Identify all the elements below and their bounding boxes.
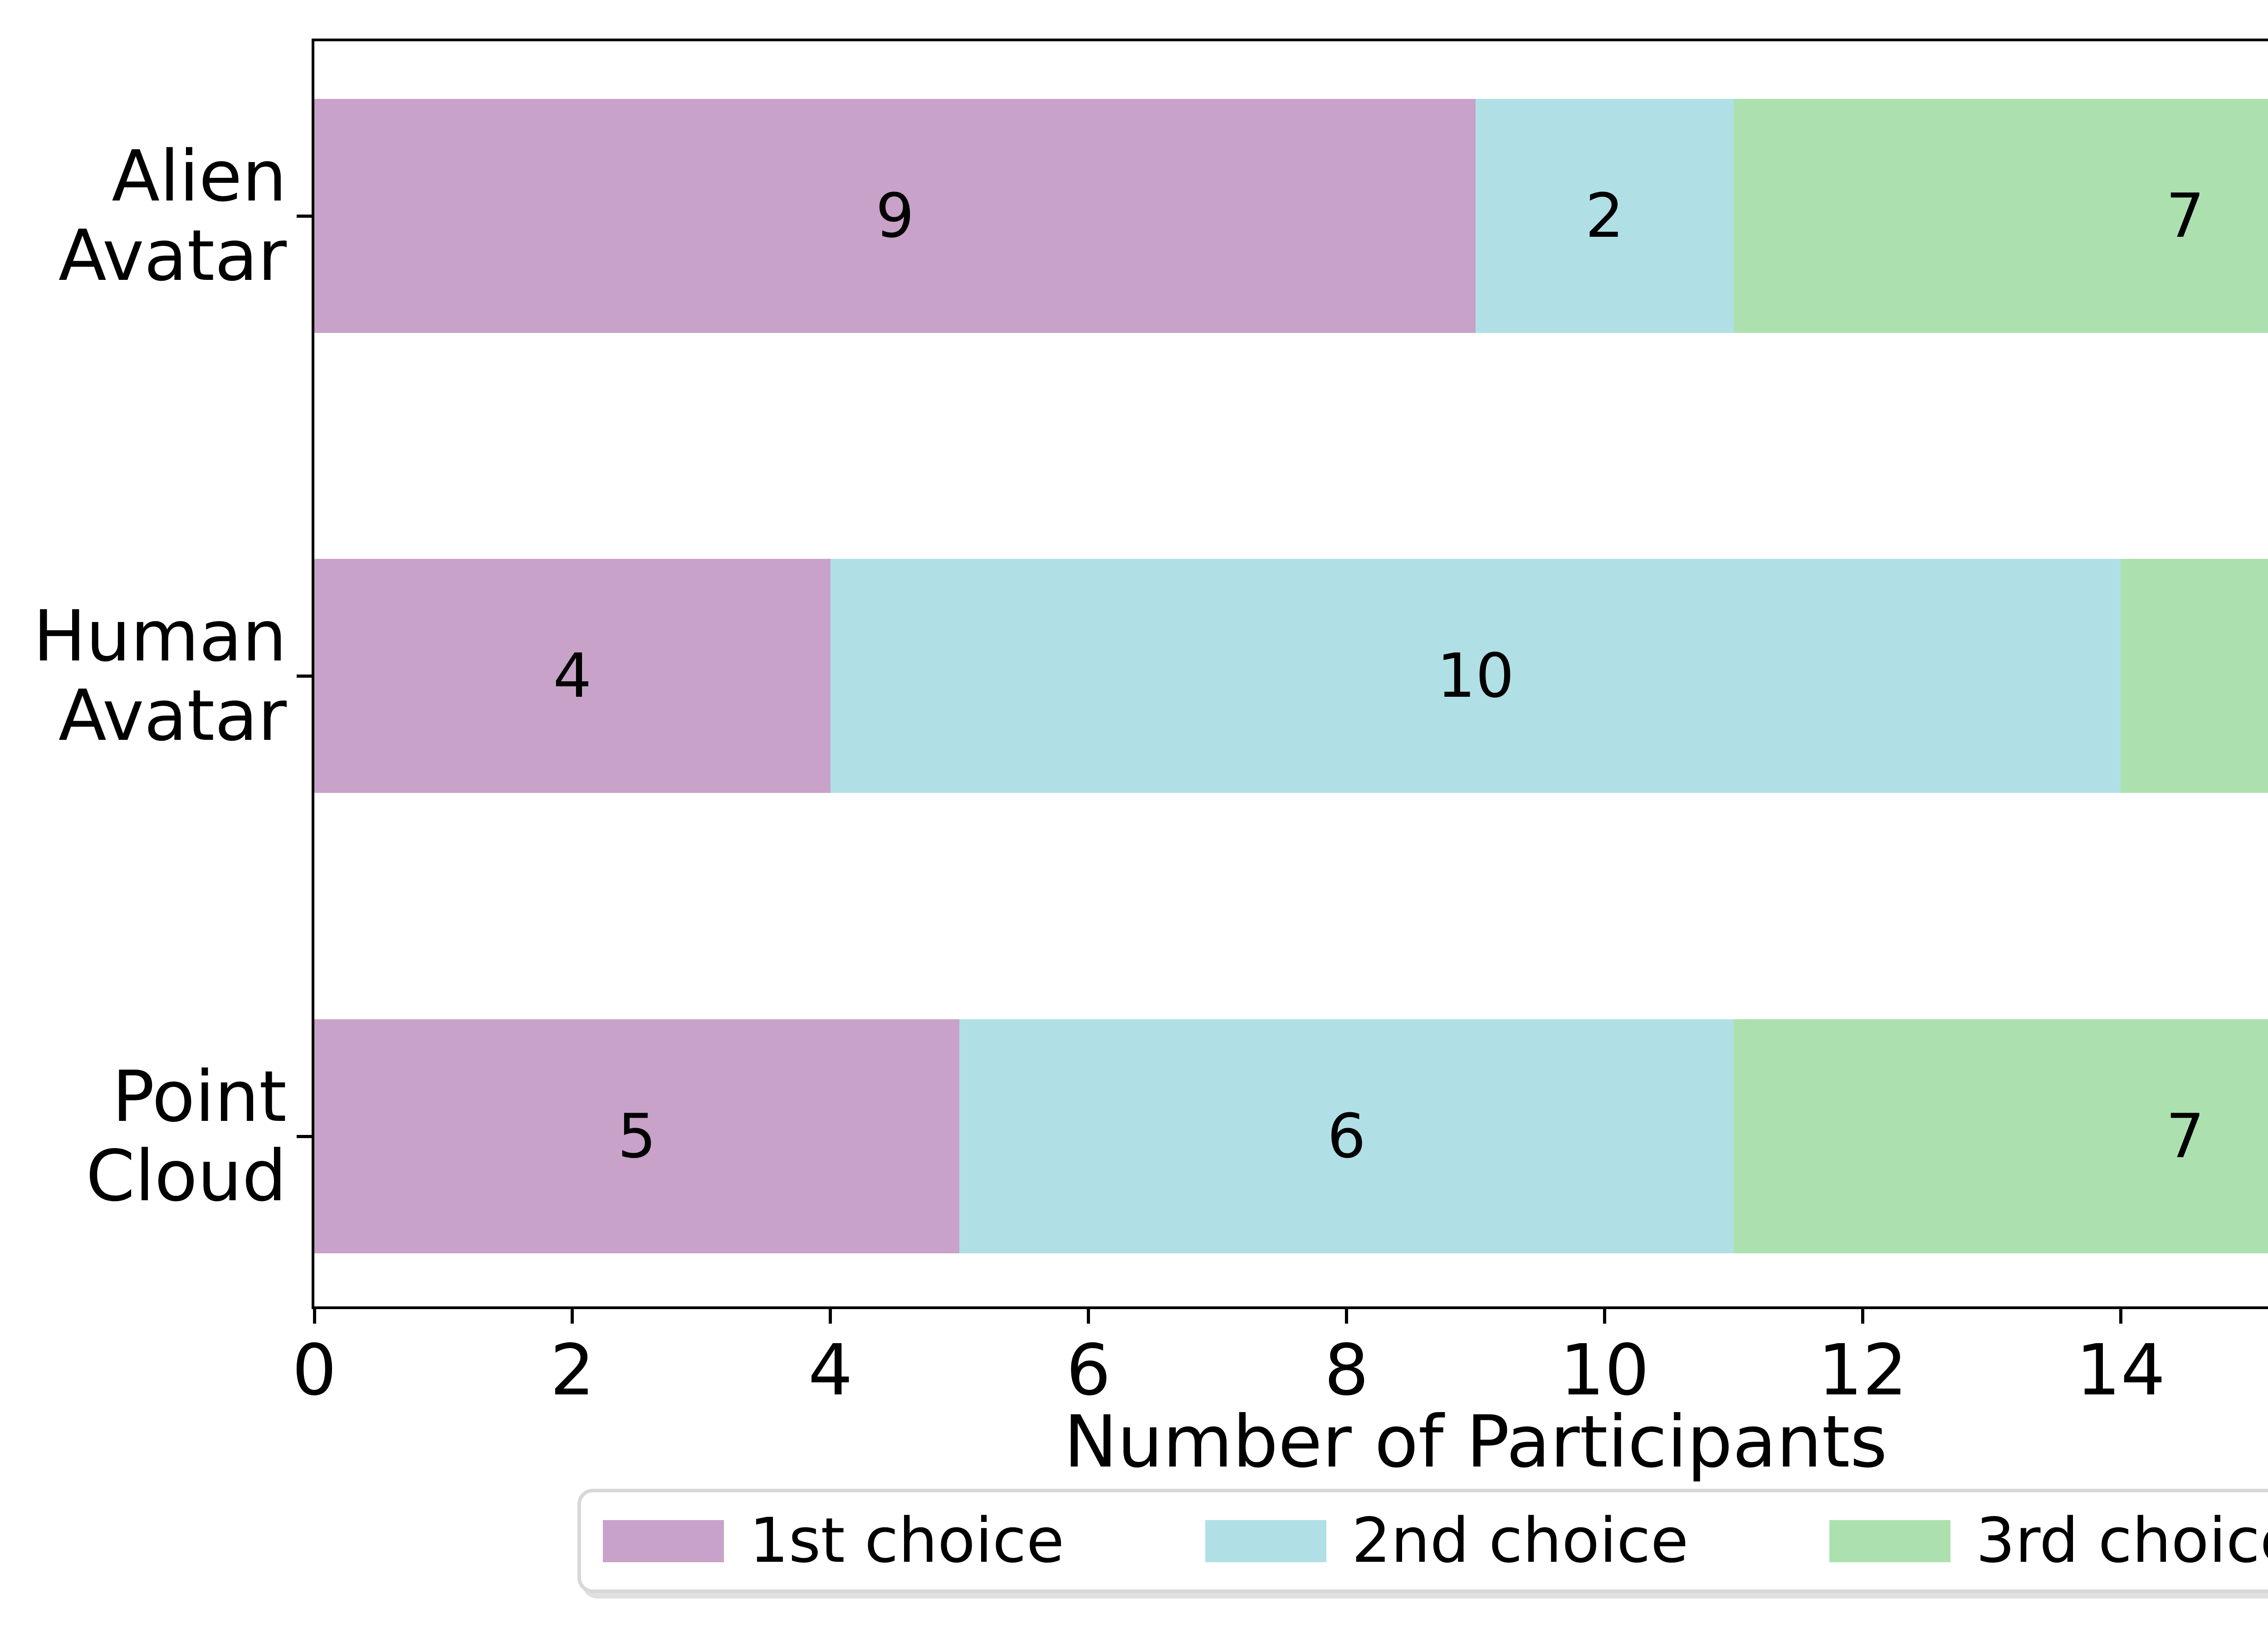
- x-tick-label: 14: [2076, 1329, 2165, 1411]
- legend-swatch: [603, 1520, 724, 1562]
- y-tick: [297, 1135, 313, 1138]
- bar-value-label: 5: [617, 1101, 656, 1172]
- bar-segment: 10: [830, 559, 2121, 793]
- bar-value-label: 7: [2165, 181, 2205, 251]
- bar-value-label: 7: [2165, 1101, 2205, 1172]
- bar-value-label: 9: [875, 181, 914, 251]
- bar-segment: 9: [314, 99, 1476, 333]
- x-tick-label: 6: [1066, 1329, 1111, 1411]
- x-tick: [2119, 1309, 2122, 1324]
- x-tick: [1345, 1309, 1349, 1324]
- legend-item: 3rd choice: [1829, 1510, 2268, 1572]
- bar-segment: 4: [2121, 559, 2268, 793]
- category-label: Human Avatar: [33, 595, 287, 757]
- x-tick-label: 0: [292, 1329, 337, 1411]
- x-tick: [1087, 1309, 1090, 1324]
- legend-label: 1st choice: [749, 1505, 1065, 1577]
- category-label: Point Cloud: [86, 1055, 287, 1217]
- x-tick-label: 4: [808, 1329, 853, 1411]
- category-label: Alien Avatar: [58, 135, 287, 297]
- legend-item: 2nd choice: [1205, 1510, 1689, 1572]
- legend: 1st choice 2nd choice 3rd choice: [577, 1489, 2268, 1593]
- bar-segment: 7: [1733, 1019, 2268, 1253]
- bar-segment: 6: [959, 1019, 1734, 1253]
- legend-item: 1st choice: [603, 1510, 1064, 1572]
- bar-segment: 7: [1733, 99, 2268, 333]
- x-tick-label: 10: [1559, 1329, 1650, 1411]
- bar-value-label: 6: [1327, 1101, 1366, 1172]
- bar-value-label: 2: [1585, 181, 1624, 251]
- legend-label: 3rd choice: [1975, 1505, 2268, 1577]
- legend-swatch: [1829, 1520, 1950, 1562]
- x-axis-label: Number of Participants: [1064, 1400, 1887, 1484]
- x-tick-label: 2: [550, 1329, 595, 1411]
- bar-segment: 2: [1476, 99, 1734, 333]
- x-tick: [1603, 1309, 1606, 1324]
- x-tick: [1861, 1309, 1864, 1324]
- y-tick: [297, 215, 313, 218]
- x-tick: [313, 1309, 316, 1324]
- x-tick: [571, 1309, 574, 1324]
- bar-segment: 5: [314, 1019, 960, 1253]
- x-tick-label: 12: [1818, 1329, 1907, 1411]
- legend-label: 2nd choice: [1351, 1505, 1689, 1577]
- bar-segment: 4: [314, 559, 831, 793]
- x-tick-label: 8: [1324, 1329, 1369, 1411]
- bar-value-label: 4: [553, 640, 592, 711]
- legend-swatch: [1205, 1520, 1326, 1562]
- x-tick: [829, 1309, 832, 1324]
- y-tick: [297, 675, 313, 678]
- bar-value-label: 10: [1437, 640, 1515, 711]
